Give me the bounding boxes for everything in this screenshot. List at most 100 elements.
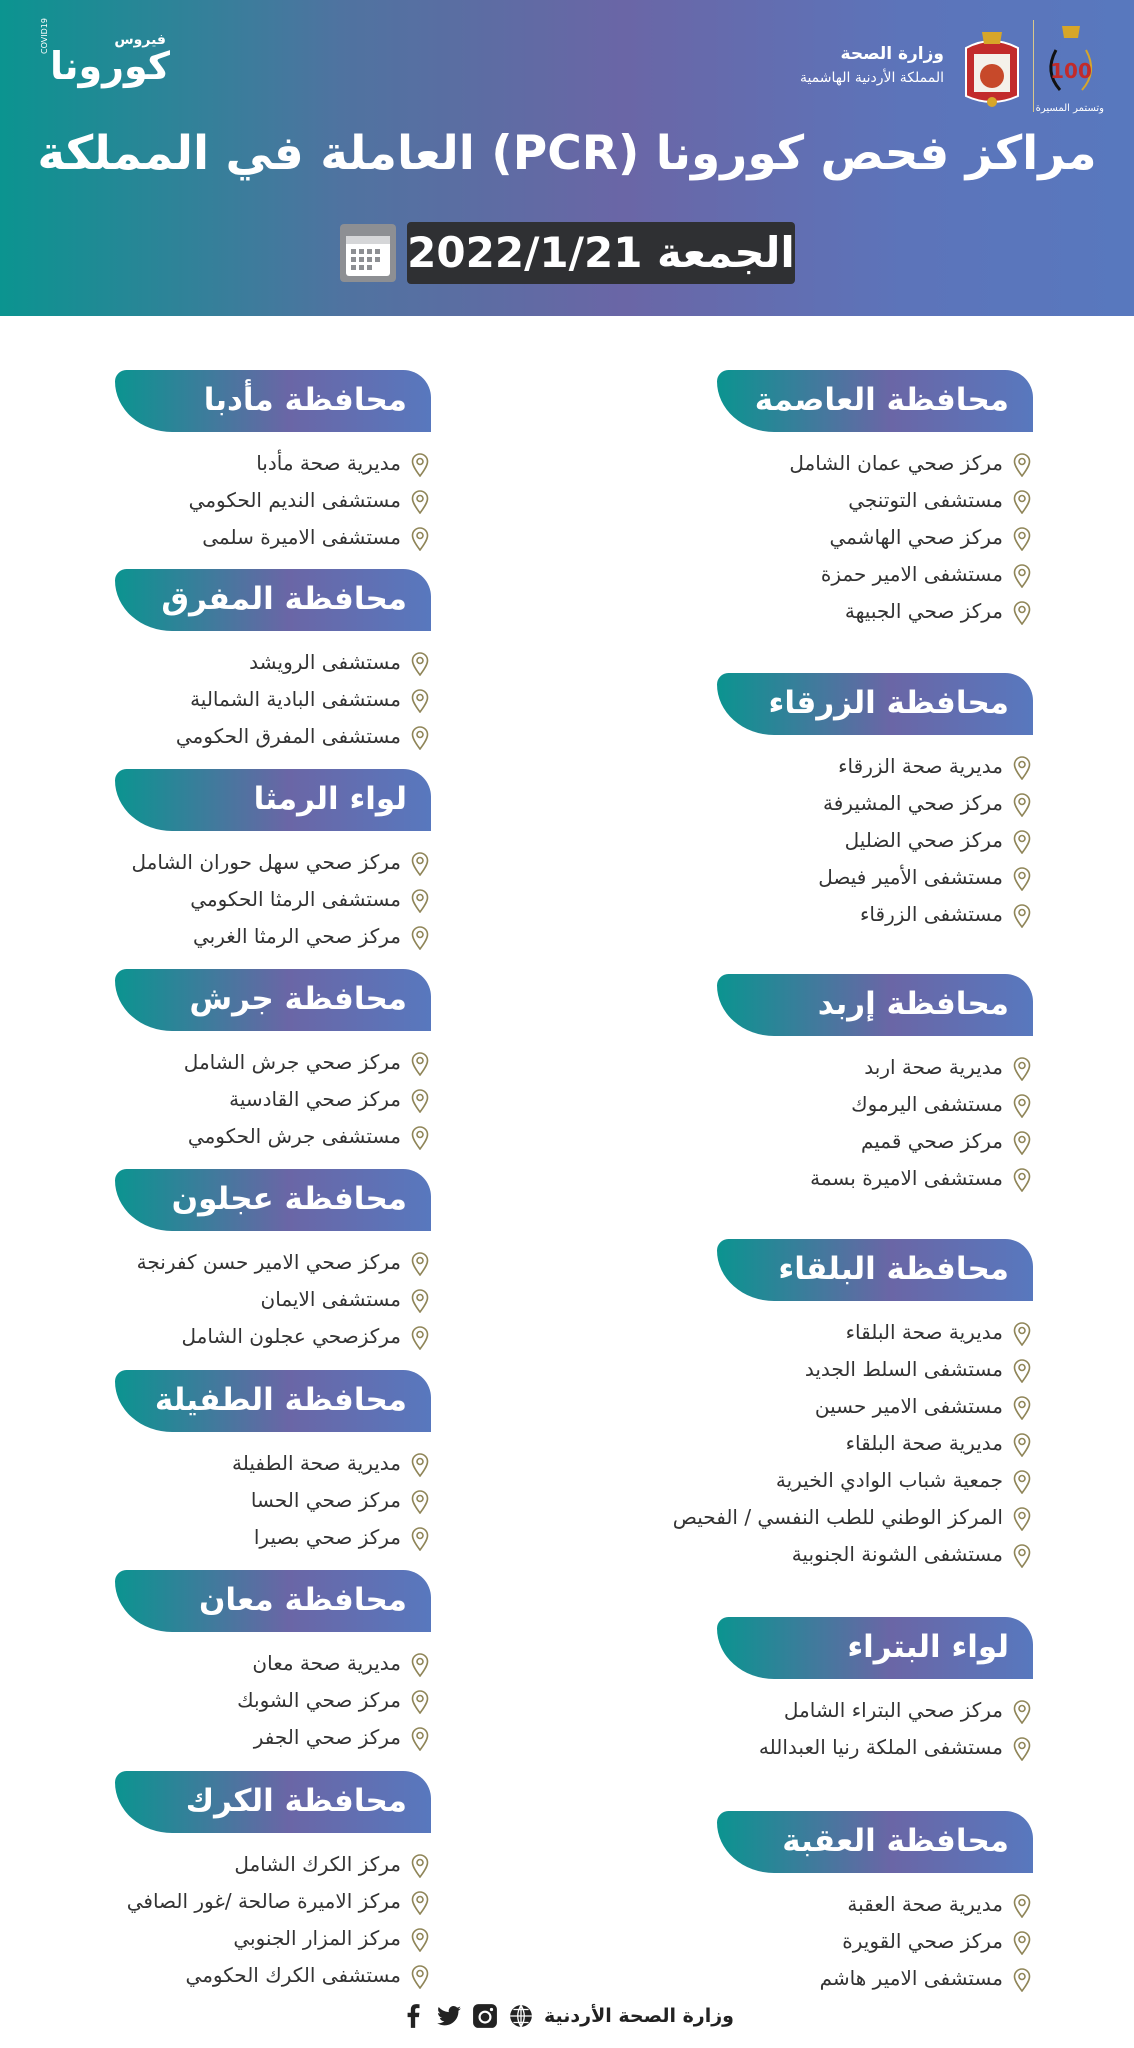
map-pin-icon [1013,452,1031,477]
center-name: مستشفى الامير حمزة [820,562,1003,586]
center-name: مركز صحي سهل حوران الشامل [131,850,401,874]
map-pin-icon [411,888,429,913]
center-name: جمعية شباب الوادي الخيرية [775,1468,1003,1492]
governorate-header: محافظة الزرقاء [717,673,1033,735]
map-pin-icon [411,1726,429,1751]
center-name: مستشفى المفرق الحكومي [175,724,401,748]
list-item: مستشفى الاميرة بسمة [717,1160,1033,1197]
governorate-header: لواء الرمثا [115,769,431,831]
list-item: مستشفى البادية الشمالية [115,681,431,718]
center-name: مديرية صحة الزرقاء [838,754,1003,778]
map-pin-icon [1013,1469,1031,1494]
map-pin-icon [411,452,429,477]
list-item: مركز صحي البتراء الشامل [717,1692,1033,1729]
map-pin-icon [411,1325,429,1350]
center-name: مركز المزار الجنوبي [233,1926,401,1950]
governorate-header: محافظة إربد [717,974,1033,1036]
center-name: مستشفى الاميرة بسمة [810,1166,1003,1190]
list-item: مستشفى الأمير فيصل [717,859,1033,896]
list-item: مستشفى الزرقاء [717,896,1033,933]
map-pin-icon [1013,1930,1031,1955]
center-name: مديرية صحة البلقاء [845,1431,1003,1455]
map-pin-icon [411,1125,429,1150]
list-item: مركز صحي بصيرا [115,1519,431,1556]
center-name: مستشفى الكرك الحكومي [185,1963,401,1987]
governorate-header: محافظة عجلون [115,1169,431,1231]
list-item: مستشفى الملكة رنيا العبدالله [717,1729,1033,1766]
center-name: مستشفى الايمان [260,1287,401,1311]
center-list: مركز صحي جرش الشامل مركز صحي القادسية مستش… [115,1044,431,1155]
map-pin-icon [1013,903,1031,928]
map-pin-icon [411,1853,429,1878]
centenary-tagline: وتستمر المسيرة [1035,103,1104,114]
center-name: مركز الكرك الشامل [234,1852,401,1876]
list-item: مركز صحي الامير حسن كفرنجة [115,1244,431,1281]
center-name: مديرية صحة معان [252,1651,401,1675]
map-pin-icon [1013,829,1031,854]
list-item: مستشفى الامير حسين [717,1388,1033,1425]
center-name: مركز صحي الجبيهة [844,599,1003,623]
center-list: مركز صحي الامير حسن كفرنجة مستشفى الايمان… [115,1244,431,1355]
list-item: مركز صحي سهل حوران الشامل [115,844,431,881]
map-pin-icon [411,1288,429,1313]
twitter-icon[interactable] [436,2003,462,2029]
map-pin-icon [1013,489,1031,514]
governorate-header: محافظة العقبة [717,1811,1033,1873]
list-item: مديرية صحة الطفيلة [115,1445,431,1482]
list-item: مستشفى السلط الجديد [717,1351,1033,1388]
governorate-section: لواء الرمثا مركز صحي سهل حوران الشامل مستش… [115,769,431,955]
map-pin-icon [1013,866,1031,891]
centenary-logo: 100 وتستمر المسيرة [1035,22,1104,114]
footer-text: وزارة الصحة الأردنية [544,2005,734,2027]
list-item: المركز الوطني للطب النفسي / الفحيص [673,1499,1033,1536]
center-list: مديرية صحة البلقاء مستشفى السلط الجديد مست… [673,1314,1033,1573]
logo-big-text: كورونا [50,44,170,88]
facebook-icon[interactable] [400,2003,426,2029]
center-name: مستشفى اليرموك [851,1092,1003,1116]
list-item: مركز المزار الجنوبي [115,1920,431,1957]
center-list: مستشفى الرويشد مستشفى البادية الشمالية مست… [115,644,431,755]
logo-small-text: فيروس [114,32,166,48]
list-item: مديرية صحة معان [115,1645,431,1682]
list-item: مديرية صحة مأدبا [115,445,431,482]
map-pin-icon [1013,792,1031,817]
governorate-section: محافظة إربد مديرية صحة اربد مستشفى اليرموك… [717,974,1033,1197]
center-name: مستشفى النديم الحكومي [188,488,401,512]
list-item: مستشفى التوتنجي [717,482,1033,519]
list-item: مستشفى الاميرة سلمى [115,519,431,556]
map-pin-icon [411,1526,429,1551]
date-label: الجمعة 2022/1/21 [407,222,795,284]
map-pin-icon [1013,1093,1031,1118]
map-pin-icon [411,1489,429,1514]
map-pin-icon [411,651,429,676]
list-item: مستشفى الامير حمزة [717,556,1033,593]
center-list: مديرية صحة معان مركز صحي الشوبك مركز صحي ا… [115,1645,431,1756]
map-pin-icon [1013,1543,1031,1568]
center-name: مديرية صحة العقبة [847,1892,1003,1916]
map-pin-icon [1013,1699,1031,1724]
coat-of-arms-icon [965,32,1019,107]
instagram-icon[interactable] [472,2003,498,2029]
list-item: مستشفى الامير هاشم [717,1960,1033,1997]
header-banner: فيروس كورونا COVID19 وزارة الصحة المملكة… [0,0,1134,316]
globe-icon[interactable] [508,2003,534,2029]
map-pin-icon [411,925,429,950]
kingdom-name: المملكة الأردنية الهاشمية [799,70,944,86]
map-pin-icon [1013,1167,1031,1192]
center-list: مركز صحي البتراء الشامل مستشفى الملكة رني… [717,1692,1033,1766]
center-name: المركز الوطني للطب النفسي / الفحيص [672,1505,1003,1529]
map-pin-icon [411,526,429,551]
list-item: مركز صحي الحسا [115,1482,431,1519]
center-name: مركز صحي المشيرفة [823,791,1003,815]
governorate-header: محافظة الطفيلة [115,1370,431,1432]
list-item: مستشفى الرمثا الحكومي [115,881,431,918]
governorate-header: محافظة العاصمة [717,370,1033,432]
center-name: مركز صحي القادسية [229,1087,401,1111]
map-pin-icon [1013,1395,1031,1420]
center-name: مستشفى الزرقاء [860,902,1003,926]
center-list: مديرية صحة مأدبا مستشفى النديم الحكومي مست… [115,445,431,556]
list-item: مديرية صحة البلقاء [717,1425,1033,1462]
map-pin-icon [411,1251,429,1276]
center-name: مركز صحي الجفر [253,1725,401,1749]
governorate-section: محافظة مأدبا مديرية صحة مأدبا مستشفى الندي… [115,370,431,556]
